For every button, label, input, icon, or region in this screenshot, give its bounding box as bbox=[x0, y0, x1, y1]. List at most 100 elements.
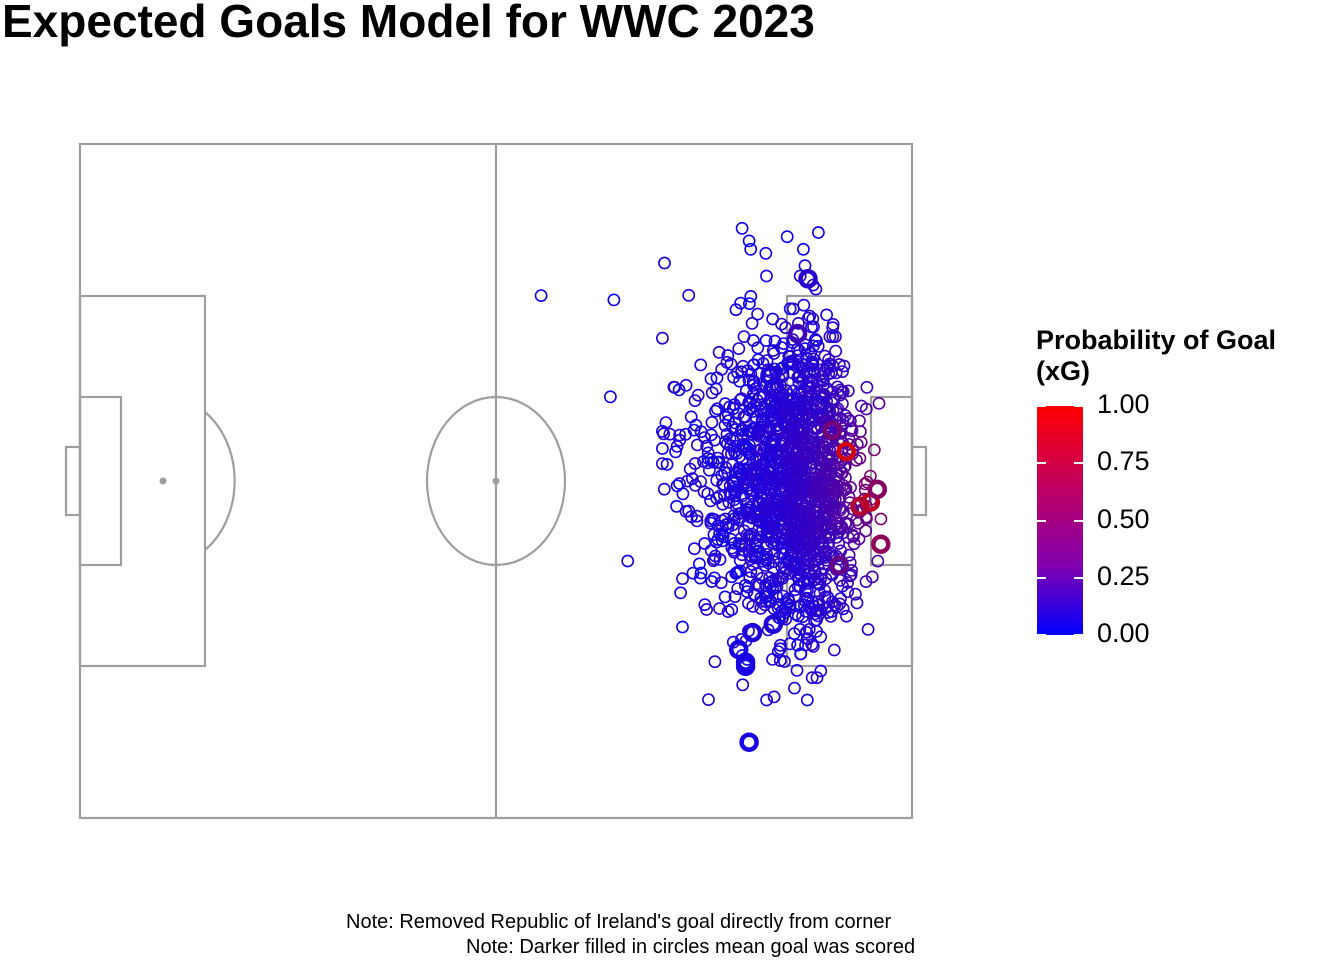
shot-point bbox=[673, 428, 686, 442]
shot-point bbox=[801, 542, 815, 556]
shot-point bbox=[715, 514, 729, 527]
shot-point bbox=[786, 302, 800, 316]
shot-point bbox=[803, 521, 817, 534]
shot-point bbox=[777, 509, 790, 523]
shot-point bbox=[713, 553, 727, 566]
shot-point bbox=[796, 420, 810, 434]
shot-point bbox=[810, 671, 824, 685]
shot-point bbox=[745, 527, 759, 541]
shot-point bbox=[733, 393, 747, 407]
legend-title-line-2: (xG) bbox=[1036, 356, 1090, 386]
shot-point bbox=[836, 579, 849, 593]
shot-point bbox=[721, 349, 735, 362]
shot-point bbox=[744, 242, 758, 256]
shot-point bbox=[768, 534, 782, 547]
shot-point bbox=[859, 402, 873, 416]
footnote-removed-goal: Note: Removed Republic of Ireland's goal… bbox=[346, 911, 892, 933]
shot-point bbox=[715, 468, 729, 482]
shot-point bbox=[775, 560, 788, 574]
shot-point bbox=[839, 516, 852, 530]
shot-point bbox=[729, 499, 743, 513]
shot-point bbox=[760, 530, 773, 544]
shot-point bbox=[814, 514, 828, 527]
shot-point bbox=[660, 457, 674, 471]
shot-point bbox=[803, 309, 817, 323]
shot-point bbox=[809, 332, 822, 346]
shot-point bbox=[796, 452, 809, 465]
shot-point bbox=[788, 681, 801, 695]
shot-point bbox=[718, 418, 732, 432]
shot-point bbox=[791, 360, 804, 374]
shot-point bbox=[790, 664, 804, 677]
shot-point bbox=[801, 311, 815, 325]
shot-point bbox=[728, 590, 742, 603]
shot-point bbox=[859, 575, 873, 588]
shot-point bbox=[800, 693, 814, 707]
shot-point bbox=[708, 655, 722, 669]
shot-point bbox=[813, 468, 826, 482]
shot-point bbox=[667, 380, 681, 394]
shot-point bbox=[759, 334, 773, 347]
shot-point bbox=[760, 269, 773, 283]
shot-point bbox=[771, 493, 785, 507]
shot-point bbox=[808, 444, 822, 458]
color-scale-tick-label: 1.00 bbox=[1097, 389, 1150, 419]
shot-point bbox=[821, 606, 835, 619]
shot-point bbox=[700, 603, 713, 616]
left-penalty-arc bbox=[204, 411, 236, 551]
shot-point bbox=[814, 572, 827, 586]
shot-point bbox=[737, 330, 751, 343]
shot-point bbox=[794, 569, 808, 583]
color-scale-tick-label: 0.75 bbox=[1097, 446, 1150, 477]
shot-point bbox=[688, 394, 702, 407]
shot-point bbox=[836, 413, 850, 427]
shot-point bbox=[765, 408, 779, 422]
shot-point bbox=[795, 461, 809, 475]
shot-point bbox=[806, 312, 820, 326]
shot-point bbox=[820, 308, 833, 322]
shot-point bbox=[761, 424, 775, 438]
shot-point bbox=[774, 455, 787, 468]
shot-point bbox=[829, 344, 843, 358]
shot-point bbox=[744, 486, 757, 500]
goal-point bbox=[728, 639, 749, 660]
shot-point bbox=[861, 623, 875, 636]
shot-point bbox=[710, 402, 724, 416]
shot-point bbox=[700, 439, 714, 453]
shot-point bbox=[747, 374, 761, 388]
shot-point bbox=[844, 480, 857, 494]
shot-point bbox=[701, 446, 715, 460]
shot-point bbox=[820, 457, 834, 471]
shot-point bbox=[713, 602, 726, 615]
goal-point bbox=[760, 365, 780, 386]
shot-point bbox=[774, 474, 788, 488]
shot-point bbox=[752, 579, 766, 592]
shot-point bbox=[773, 654, 787, 667]
shot-point bbox=[799, 625, 813, 639]
shot-point bbox=[771, 418, 785, 432]
shot-point bbox=[832, 537, 846, 550]
shots-layer bbox=[534, 221, 888, 707]
shot-point bbox=[688, 542, 701, 556]
shot-point bbox=[797, 242, 810, 256]
shot-point bbox=[789, 495, 802, 509]
shot-point bbox=[694, 358, 708, 372]
centre-spot bbox=[492, 477, 500, 485]
shot-point bbox=[747, 399, 761, 413]
shot-point bbox=[808, 614, 821, 628]
shot-point bbox=[740, 585, 754, 598]
shot-point bbox=[755, 463, 769, 476]
shot-point bbox=[830, 600, 844, 614]
shot-point bbox=[748, 464, 762, 478]
shot-point bbox=[839, 471, 852, 484]
shot-point bbox=[798, 444, 812, 458]
shot-point bbox=[729, 423, 743, 437]
shot-point bbox=[711, 533, 725, 546]
shot-point bbox=[836, 397, 849, 411]
centre-circle bbox=[425, 395, 567, 567]
shot-point bbox=[762, 588, 775, 602]
shot-point bbox=[743, 466, 757, 480]
goal-point bbox=[871, 534, 891, 554]
shot-point bbox=[751, 513, 765, 527]
shot-point bbox=[774, 638, 787, 652]
